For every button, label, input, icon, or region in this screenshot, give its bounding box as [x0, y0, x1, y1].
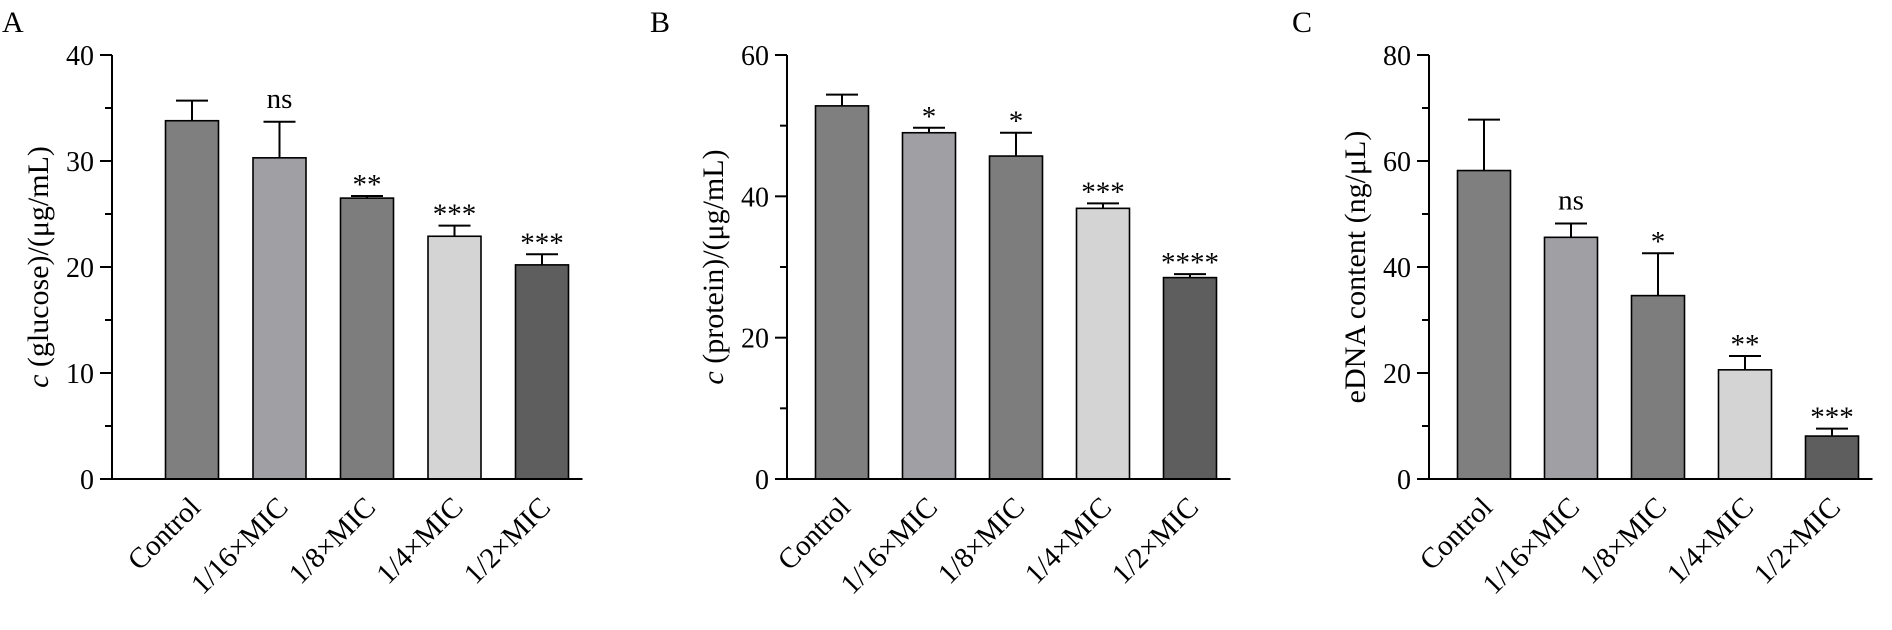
category-label: 1/16×MIC: [185, 491, 294, 600]
bar: [1630, 294, 1686, 480]
significance-label: **: [1731, 329, 1760, 361]
category-label: 1/8×MIC: [283, 491, 382, 590]
y-tick-label: 40: [66, 41, 94, 72]
y-tick-label: 40: [741, 182, 769, 213]
bar: [164, 119, 220, 480]
bar: [1456, 169, 1512, 480]
bar: [1543, 236, 1599, 480]
category-label: 1/4×MIC: [1661, 491, 1760, 590]
chart-panel-c: C Control ns 1/16×MIC * 1/8×MIC ** 1/4×MIC *** 1/…: [1292, 6, 1873, 601]
y-tick-label: 20: [1383, 359, 1411, 390]
category-label: 1/2×MIC: [1106, 491, 1205, 590]
category-label: 1/8×MIC: [1574, 491, 1673, 590]
y-tick-label: 10: [66, 359, 94, 390]
y-axis-title: c (glucose)/(μg/mL): [22, 146, 55, 388]
bar: [339, 197, 395, 480]
y-tick-label: 0: [755, 465, 769, 496]
bar: [901, 131, 957, 480]
significance-label: ***: [1081, 176, 1125, 208]
y-tick-label: 80: [1383, 41, 1411, 72]
chart-panel-b: B Control * 1/16×MIC * 1/8×MIC *** 1/4×MIC **** 1…: [650, 6, 1231, 601]
category-label: 1/8×MIC: [932, 491, 1031, 590]
significance-label: ***: [433, 199, 477, 231]
bar: [1162, 276, 1218, 480]
y-tick-label: 0: [1397, 465, 1411, 496]
bar: [1075, 207, 1131, 480]
bar: [1717, 369, 1773, 480]
y-tick-label: 60: [1383, 147, 1411, 178]
category-label: 1/16×MIC: [1477, 491, 1586, 600]
significance-label: *: [922, 101, 937, 133]
category-label: Control: [122, 491, 207, 576]
significance-label: ns: [267, 83, 293, 115]
significance-label: ***: [520, 227, 564, 259]
category-label: 1/4×MIC: [1019, 491, 1118, 590]
category-label: 1/16×MIC: [835, 491, 944, 600]
category-label: 1/4×MIC: [370, 491, 469, 590]
y-axis-title: c (protein)/(μg/mL): [697, 149, 730, 384]
y-tick-label: 30: [66, 147, 94, 178]
panel-letter: A: [2, 6, 24, 39]
y-tick-label: 0: [80, 465, 94, 496]
bar: [988, 155, 1044, 480]
significance-label: **: [353, 169, 382, 201]
category-label: 1/2×MIC: [1748, 491, 1847, 590]
y-axis-title: eDNA content (ng/μL): [1339, 131, 1372, 404]
y-tick-label: 60: [741, 41, 769, 72]
significance-label: ****: [1161, 247, 1219, 279]
significance-label: *: [1651, 226, 1666, 258]
chart-panel-a: A Control ns 1/16×MIC ** 1/8×MIC *** 1/4×MIC ***…: [2, 6, 583, 601]
y-tick-label: 20: [66, 253, 94, 284]
bar: [814, 105, 870, 480]
bar: [514, 264, 570, 480]
panel-letter: B: [650, 6, 670, 39]
category-label: Control: [1414, 491, 1499, 576]
bar: [252, 157, 307, 480]
category-label: 1/2×MIC: [458, 491, 557, 590]
bar: [427, 235, 482, 480]
significance-label: ***: [1810, 402, 1854, 434]
significance-label: *: [1009, 106, 1024, 138]
panel-letter: C: [1292, 6, 1312, 39]
bar: [1804, 435, 1860, 480]
y-tick-label: 20: [741, 324, 769, 355]
y-tick-label: 40: [1383, 253, 1411, 284]
category-label: Control: [772, 491, 857, 576]
significance-label: ns: [1558, 185, 1584, 217]
